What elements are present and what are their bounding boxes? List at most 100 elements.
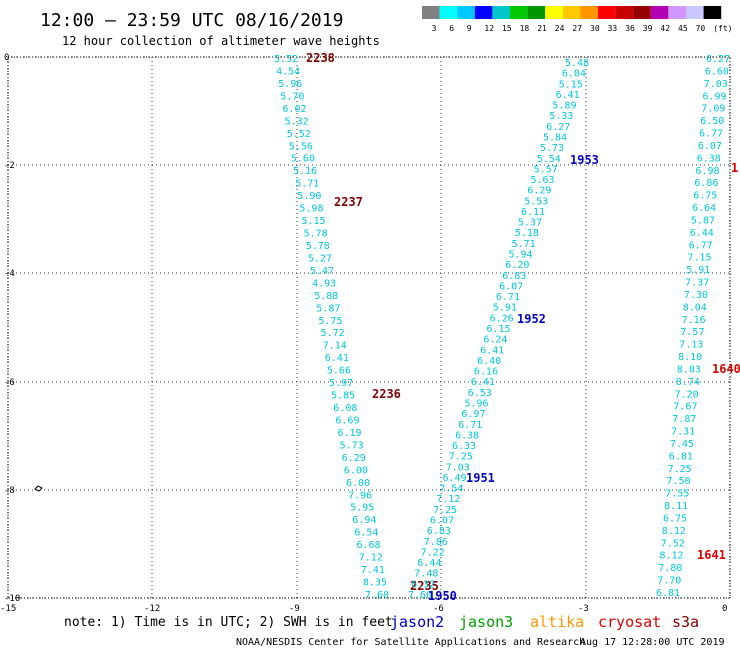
wave-height-value: 6.64 (692, 203, 716, 214)
wave-height-value: 8.12 (660, 551, 684, 562)
wave-height-value: 7.12 (359, 553, 383, 564)
wave-height-value: 5.56 (289, 141, 313, 152)
scale-label: 39 (643, 24, 653, 33)
satellite-legend-altika: altika (530, 613, 584, 631)
lat-label: -4 (4, 269, 15, 279)
wave-height-value: 7.09 (701, 104, 725, 115)
note-text: note: 1) Time is in UTC; 2) SWH is in fe… (64, 615, 393, 630)
wave-height-value: 6.07 (499, 281, 523, 292)
wave-height-value: 5.27 (308, 253, 332, 264)
wave-height-value: 7.14 (323, 341, 347, 352)
wave-height-value: 6.00 (344, 465, 368, 476)
page-title: 12:00 – 23:59 UTC 08/16/2019 (40, 10, 343, 31)
wave-height-value: 6.07 (698, 141, 722, 152)
lon-label: -12 (144, 604, 160, 614)
wave-height-value: 6.68 (357, 540, 381, 551)
pass-time-label: 2237 (334, 195, 363, 209)
wave-height-value: 6.08 (333, 403, 357, 414)
wave-height-value: 7.54 (439, 484, 463, 495)
wave-height-value: 7.50 (667, 476, 691, 487)
wave-height-value: 7.60 (408, 590, 432, 601)
wave-height-value: 7.52 (661, 538, 685, 549)
scale-label: 18 (520, 24, 530, 33)
wave-height-value: 6.53 (468, 388, 492, 399)
wave-height-value: 5.15 (559, 79, 583, 90)
scale-swatch (439, 6, 458, 19)
scale-label: 24 (555, 24, 565, 33)
satellite-legend-jason2: jason2 (390, 613, 444, 631)
wave-height-value: 6.97 (461, 409, 485, 420)
scale-swatch (650, 6, 669, 19)
pass-time-label: 1952 (517, 312, 546, 326)
wave-height-value: 5.33 (549, 111, 573, 122)
lat-label: -6 (4, 378, 15, 388)
scale-swatch (668, 6, 686, 19)
scale-label: 27 (572, 24, 582, 33)
wave-height-value: 7.67 (673, 402, 697, 413)
wave-height-value: 7.45 (670, 439, 694, 450)
wave-height-value: 6.75 (693, 191, 717, 202)
wave-height-value: 8.03 (677, 365, 701, 376)
pass-time-label: 1951 (466, 471, 495, 485)
scale-label: 15 (502, 24, 512, 33)
lat-label: -2 (4, 161, 15, 171)
wave-height-value: 7.48 (414, 569, 438, 580)
scale-label: 36 (625, 24, 635, 33)
scale-swatch (686, 6, 704, 19)
wave-height-value: 5.71 (512, 239, 536, 250)
wave-height-value: 5.63 (531, 175, 555, 186)
lat-label: 0 (4, 53, 9, 63)
scale-label: 70 (696, 24, 706, 33)
scale-label: 9 (467, 24, 472, 33)
wave-height-value: 7.30 (684, 290, 708, 301)
scale-swatch (457, 6, 475, 19)
scale-label: 33 (608, 24, 618, 33)
wave-height-value: 6.83 (502, 271, 526, 282)
wave-height-value: 7.25 (668, 464, 692, 475)
wave-height-value: 6.71 (496, 292, 520, 303)
footer-timestamp: Aug 17 12:28:00 UTC 2019 (580, 637, 725, 648)
wave-height-value: 5.70 (280, 91, 304, 102)
scale-label: 30 (590, 24, 600, 33)
lon-label: 0 (722, 604, 727, 614)
wave-height-value: 7.55 (665, 489, 689, 500)
scale-swatch (598, 6, 616, 19)
wave-height-value: 5.52 (287, 129, 311, 140)
scale-label: 3 (432, 24, 437, 33)
wave-height-value: 7.16 (682, 315, 706, 326)
wave-height-value: 5.78 (304, 229, 328, 240)
wave-height-value: 5.71 (295, 179, 319, 190)
lon-label: -3 (578, 604, 589, 614)
footer-credit: NOAA/NESDIS Center for Satellite Applica… (236, 637, 585, 648)
scale-swatch (474, 6, 493, 19)
wave-height-value: 5.85 (331, 391, 355, 402)
wave-height-value: 6.69 (335, 416, 359, 427)
scale-swatch (545, 6, 563, 19)
wave-height-value: 6.38 (455, 430, 479, 441)
wave-height-value: 6.29 (342, 453, 366, 464)
scale-label: 6 (449, 24, 454, 33)
wave-height-value: 7.37 (685, 278, 709, 289)
wave-height-value: 6.41 (556, 90, 580, 101)
wave-height-value: 6.49 (443, 473, 467, 484)
wave-height-value: 5.16 (293, 166, 317, 177)
wave-height-value: 6.27 (546, 122, 570, 133)
wave-height-value: 5.73 (540, 143, 564, 154)
scale-label: 12 (484, 24, 494, 33)
wave-height-value: 5.89 (552, 101, 576, 112)
wave-height-value: 5.60 (291, 154, 315, 165)
wave-height-value: 6.75 (663, 514, 687, 525)
wave-height-tracks: 5.524.545.965.706.025.325.525.565.605.16… (274, 51, 740, 603)
lon-label: -9 (289, 604, 300, 614)
wave-height-value: 5.91 (686, 265, 710, 276)
wave-height-value: 7.20 (675, 389, 699, 400)
wave-height-value: 6.77 (689, 240, 713, 251)
wave-height-value: 7.03 (446, 462, 470, 473)
pass-time-label: 2236 (372, 387, 401, 401)
wave-height-value: 7.70 (657, 576, 681, 587)
axis-tick-labels: 0 -2 -4 -6 -8 -10-15 -12 -9 -6 -3 0 (0, 53, 727, 614)
wave-height-value: 6.41 (325, 353, 349, 364)
wave-height-value: 5.90 (297, 191, 321, 202)
wave-height-value: 8.74 (676, 377, 700, 388)
